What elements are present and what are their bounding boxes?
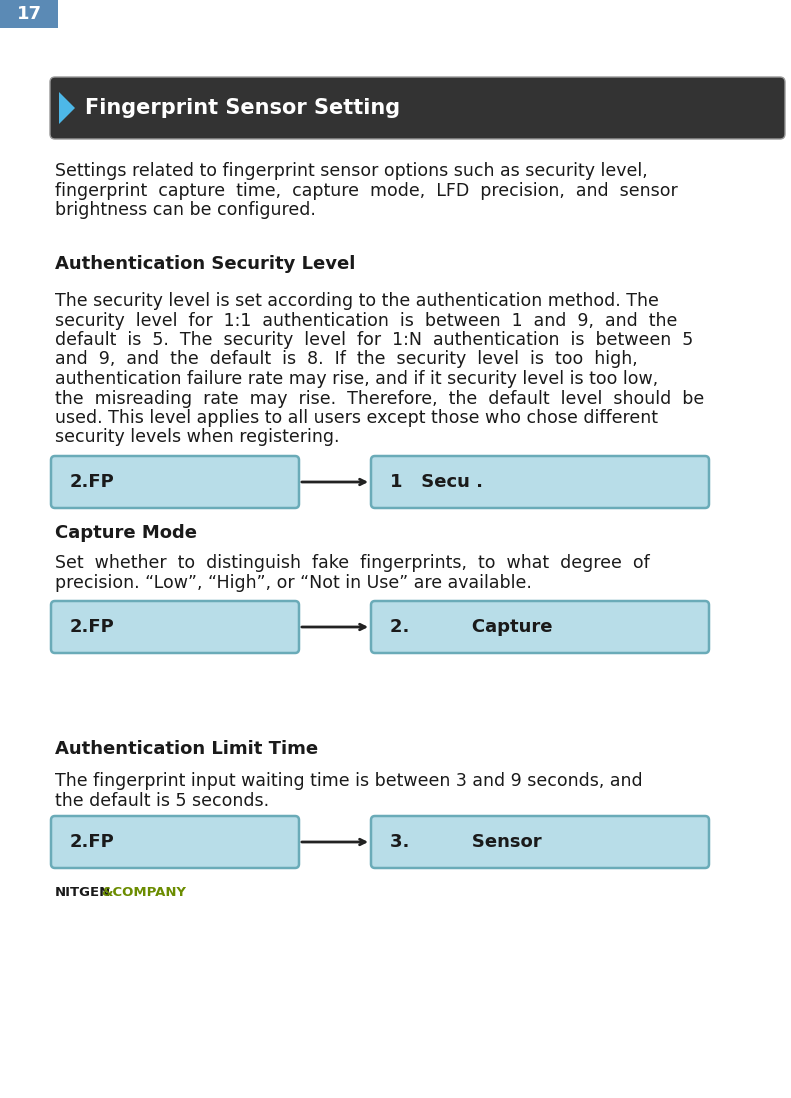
Text: The fingerprint input waiting time is between 3 and 9 seconds, and: The fingerprint input waiting time is be… [55, 772, 642, 789]
Text: Fingerprint Sensor Setting: Fingerprint Sensor Setting [85, 98, 400, 117]
Text: authentication failure rate may rise, and if it security level is too low,: authentication failure rate may rise, an… [55, 370, 658, 388]
FancyBboxPatch shape [371, 601, 709, 653]
Polygon shape [59, 92, 75, 124]
Text: 1   Secu .: 1 Secu . [390, 473, 483, 491]
Text: security  level  for  1:1  authentication  is  between  1  and  9,  and  the: security level for 1:1 authentication is… [55, 312, 677, 329]
Text: 3.          Sensor: 3. Sensor [390, 833, 542, 851]
Text: Authentication Security Level: Authentication Security Level [55, 255, 355, 273]
Text: the default is 5 seconds.: the default is 5 seconds. [55, 792, 269, 809]
Text: used. This level applies to all users except those who chose different: used. This level applies to all users ex… [55, 408, 658, 427]
FancyBboxPatch shape [0, 0, 58, 29]
Text: brightness can be configured.: brightness can be configured. [55, 201, 316, 219]
Text: Settings related to fingerprint sensor options such as security level,: Settings related to fingerprint sensor o… [55, 163, 648, 180]
Text: the  misreading  rate  may  rise.  Therefore,  the  default  level  should  be: the misreading rate may rise. Therefore,… [55, 390, 704, 407]
Text: precision. “Low”, “High”, or “Not in Use” are available.: precision. “Low”, “High”, or “Not in Use… [55, 573, 532, 592]
Text: default  is  5.  The  security  level  for  1:N  authentication  is  between  5: default is 5. The security level for 1:N… [55, 330, 693, 349]
FancyBboxPatch shape [371, 456, 709, 508]
Text: 2.FP: 2.FP [70, 833, 115, 851]
Text: NITGEN: NITGEN [55, 886, 112, 899]
Text: Set  whether  to  distinguish  fake  fingerprints,  to  what  degree  of: Set whether to distinguish fake fingerpr… [55, 554, 649, 572]
Text: The security level is set according to the authentication method. The: The security level is set according to t… [55, 292, 659, 310]
Text: &COMPANY: &COMPANY [101, 886, 186, 899]
Text: Capture Mode: Capture Mode [55, 524, 197, 542]
Text: 2.FP: 2.FP [70, 473, 115, 491]
Text: 17: 17 [17, 5, 41, 23]
FancyBboxPatch shape [51, 456, 299, 508]
FancyBboxPatch shape [371, 816, 709, 869]
Text: 2.FP: 2.FP [70, 618, 115, 636]
Text: Authentication Limit Time: Authentication Limit Time [55, 740, 318, 758]
Text: security levels when registering.: security levels when registering. [55, 428, 339, 447]
FancyBboxPatch shape [51, 816, 299, 869]
Text: fingerprint  capture  time,  capture  mode,  LFD  precision,  and  sensor: fingerprint capture time, capture mode, … [55, 181, 678, 200]
Text: 2.          Capture: 2. Capture [390, 618, 552, 636]
FancyBboxPatch shape [50, 77, 785, 139]
Text: and  9,  and  the  default  is  8.  If  the  security  level  is  too  high,: and 9, and the default is 8. If the secu… [55, 350, 638, 369]
FancyBboxPatch shape [51, 601, 299, 653]
